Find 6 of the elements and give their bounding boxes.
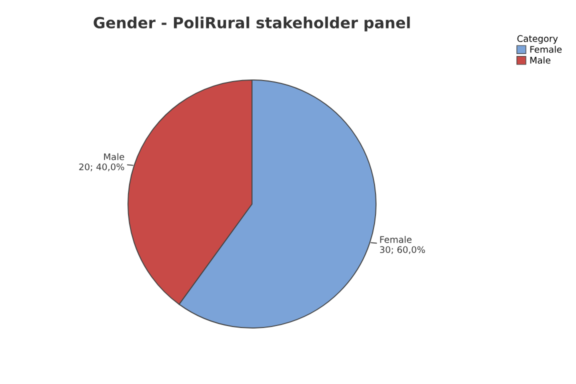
legend-label: Female: [530, 46, 562, 53]
data-label: Female 30; 60,0%: [380, 236, 425, 254]
legend-title: Category: [517, 35, 558, 44]
legend-label: Male: [530, 56, 550, 64]
chart-title: Gender - PoliRural stakeholder panel: [94, 16, 410, 32]
data-label: Male 20; 40,0%: [79, 153, 124, 172]
